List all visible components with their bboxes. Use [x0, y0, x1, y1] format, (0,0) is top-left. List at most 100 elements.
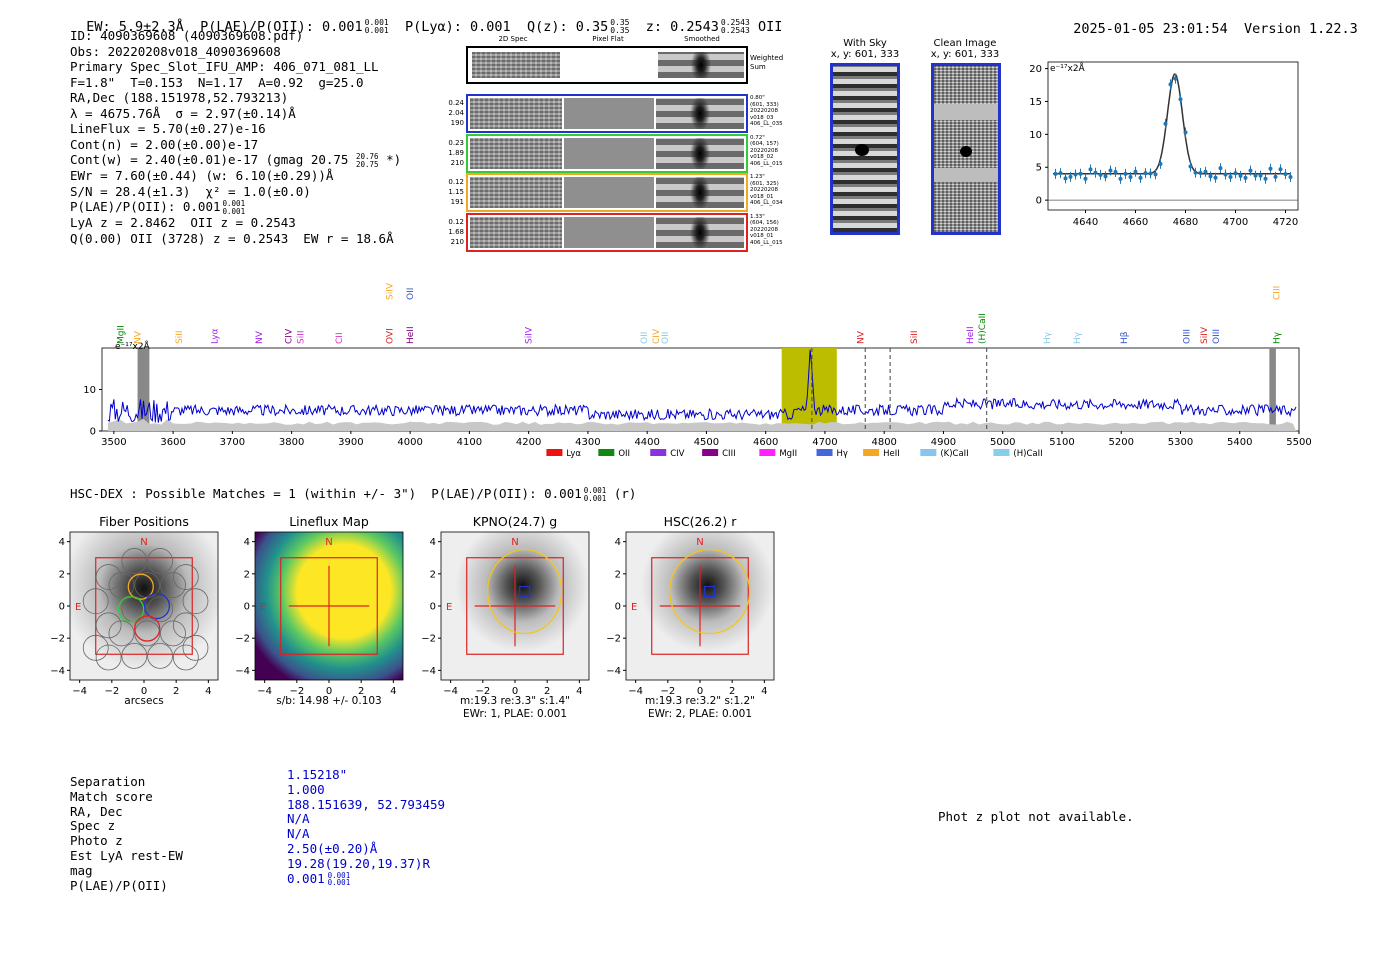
header-qz-sub: 0.35 — [610, 26, 630, 35]
hsc-xtick-label: 4 — [761, 686, 767, 697]
line-fit-xtick-label: 4720 — [1273, 217, 1298, 228]
hsc-xtick-label: 4 — [390, 686, 396, 697]
hsc-panel-caption-2: EWr: 1, PLAE: 0.001 — [462, 708, 568, 720]
hsc-ytick-label: 2 — [615, 569, 621, 580]
aperture-ellipse — [669, 548, 751, 635]
cutout-2d — [470, 177, 562, 208]
hsc-xtick-label: −2 — [104, 686, 119, 697]
line-fit-point — [1088, 167, 1093, 172]
spectrum-mask — [137, 348, 150, 431]
match-value-text: 19.28(19.20,19.37)R — [287, 855, 430, 871]
spectrum-xtick-label: 5000 — [990, 437, 1015, 448]
spectrum-xtick-label: 5500 — [1286, 437, 1311, 448]
spectrum-line-label: OII — [661, 332, 671, 344]
spectrum-xtick-label: 4400 — [634, 437, 659, 448]
cutout-values: 0.23 1.89 210 — [444, 138, 464, 168]
fiber-circle — [172, 644, 199, 671]
spectrum-xtick-label: 4600 — [753, 437, 778, 448]
line-fit-point — [1168, 82, 1173, 87]
spectrum-line-label: SiII — [297, 330, 307, 344]
spectrum-line-label: CII — [335, 332, 345, 344]
hsc-xtick-label: −2 — [660, 686, 675, 697]
line-fit-point — [1233, 171, 1238, 176]
line-fit-point — [1078, 171, 1083, 176]
line-fit-point — [1283, 172, 1288, 177]
header-plae-sub: 0.001 — [364, 26, 389, 35]
with-sky-title: With Sky — [843, 38, 887, 49]
with-sky-xy: x, y: 601, 333 — [830, 49, 900, 60]
match-value-text: N/A — [287, 826, 310, 842]
cutout-stamp: 1.23" (601, 325) 20220208 v018_01 406_LL… — [750, 174, 783, 206]
hsc-panel-image: N E 4 2 0 −2 −4 −4 −2 0 2 4 — [606, 531, 775, 697]
hsc-panel-caption: m:19.3 re:3.3" s:1.4" — [460, 695, 570, 707]
spectrum-line-label: OIII — [1182, 329, 1192, 344]
spectrum-legend-label: OII — [618, 449, 630, 459]
hsc-ytick-label: −4 — [606, 666, 621, 677]
info-contw-sup: 20.76 — [355, 152, 379, 161]
line-fit-point — [1203, 169, 1208, 174]
cutout-value: 1.68 — [448, 227, 464, 236]
fiber-circle — [134, 620, 161, 647]
header-timestamp-block: 2025-01-05 23:01:54 Version 1.22.3 — [1057, 5, 1358, 37]
cutout-stamp: 1.33" (604, 156) 20220208 v018_01 406_LL… — [750, 213, 783, 246]
info-contw-sub: 20.75 — [355, 159, 379, 169]
line-fit-point — [1098, 172, 1103, 177]
line-fit-point — [1253, 173, 1258, 178]
spectrum-line-label: MgII — [116, 325, 126, 344]
clean-image-band-2 — [934, 168, 998, 182]
cutout-smooth — [656, 177, 744, 208]
hsc-ytick-label: 4 — [430, 537, 436, 548]
line-fit-point — [1103, 174, 1108, 179]
spectrum-line-label: OII — [406, 288, 416, 300]
hsc-title-end: (r) — [613, 486, 637, 501]
spectrum-legend-label: CIII — [722, 449, 735, 459]
cutout-value: 210 — [450, 237, 464, 246]
line-fit-point — [1208, 174, 1213, 179]
match-label: Est LyA rest-EW — [70, 848, 183, 863]
line-fit-xtick-label: 4700 — [1223, 217, 1248, 228]
fiber-circle — [147, 596, 173, 623]
line-fit-point — [1183, 130, 1188, 135]
fiber-circle — [95, 564, 122, 590]
weighted-sum-row — [466, 46, 748, 84]
spectrum-xtick-label: 3700 — [220, 437, 245, 448]
info-plae: P(LAE)/P(OII): 0.001 0.001 0.001 — [70, 199, 401, 215]
cutout-row — [466, 212, 748, 252]
hsc-xtick-label: −4 — [257, 686, 272, 697]
line-fit-point — [1063, 176, 1068, 181]
line-fit-point — [1198, 170, 1203, 175]
spectrum-line-label: Hβ — [1120, 331, 1130, 344]
info-contw-end: *) — [386, 152, 402, 167]
hsc-panel-title: KPNO(24.7) g — [472, 514, 558, 529]
info-sn: S/N = 28.4(±1.3) χ² = 1.0(±0.0) — [70, 183, 311, 199]
hsc-xtick-label: 4 — [205, 686, 211, 697]
hsc-ytick-label: 2 — [59, 569, 65, 580]
match-label: Separation — [70, 774, 146, 789]
line-fit-xtick-label: 4660 — [1123, 217, 1148, 228]
fiber-circle — [108, 620, 135, 647]
match-value: 19.28(19.20,19.37)R — [287, 856, 430, 871]
match-plae-stack: 0.001 0.001 — [328, 871, 351, 887]
spectrum-xtick-label: 4700 — [812, 437, 837, 448]
spectrum-line-label: NV — [856, 330, 866, 344]
weighted-2d — [472, 52, 560, 78]
info-contw-text: Cont(w) = 2.40(±0.01)e-17 (gmag 20.75 — [70, 152, 349, 167]
spectrum-line-label: Hγ — [1043, 331, 1053, 344]
spectrum-xtick-label: 5100 — [1049, 437, 1074, 448]
match-label: mag — [70, 862, 93, 878]
hsc-ytick-label: 0 — [59, 602, 65, 613]
line-fit-point — [1213, 175, 1218, 180]
hsc-xtick-label: 2 — [173, 686, 179, 697]
header-ew: EW: 5.9±2.3Å — [86, 19, 184, 35]
hsc-title-sub: 0.001 — [583, 493, 607, 503]
spectrum-legend-swatch — [650, 449, 667, 456]
line-fit-ytick-label: 10 — [1029, 130, 1042, 141]
line-fit-point — [1188, 164, 1193, 169]
fiber-circle — [121, 548, 148, 574]
hsc-panel-image: N E 4 2 0 −2 −4 −4 −2 0 2 4 — [235, 531, 404, 697]
spectrum-line-label: Hγ — [1073, 331, 1083, 344]
hsc-ytick-label: 4 — [615, 537, 621, 548]
spectrum-line-label: HeII — [966, 326, 976, 344]
info-lambda: λ = 4675.76Å σ = 2.97(±0.14)Å — [70, 105, 296, 121]
line-fit-frame — [1047, 61, 1299, 211]
